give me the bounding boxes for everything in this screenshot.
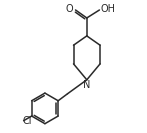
Text: N: N: [83, 80, 91, 90]
Text: OH: OH: [101, 4, 116, 14]
Text: Cl: Cl: [23, 116, 32, 126]
Text: O: O: [65, 4, 73, 14]
